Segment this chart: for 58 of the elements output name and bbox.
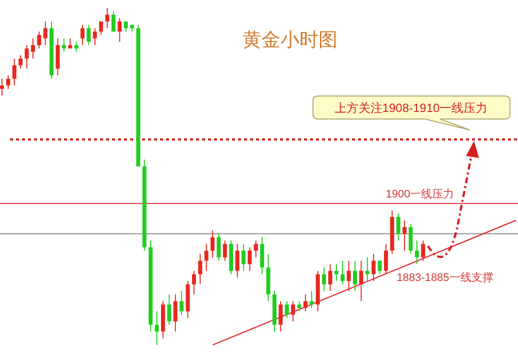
candlestick <box>18 54 23 70</box>
candlestick <box>322 266 326 292</box>
candlestick <box>80 24 85 46</box>
candlestick <box>118 18 122 42</box>
candlestick <box>111 10 116 32</box>
candlestick <box>414 240 419 265</box>
candlestick <box>278 300 283 332</box>
candlestick <box>180 290 184 316</box>
candlestick <box>167 294 172 326</box>
candlestick <box>105 8 110 29</box>
candlestick <box>421 240 426 262</box>
annotation: 上方关注1908-1910一线压力 <box>334 101 488 115</box>
candlestick <box>92 28 97 46</box>
candlestick <box>378 260 382 275</box>
candlestick <box>242 243 246 272</box>
candlestick <box>68 38 72 49</box>
candlestick <box>254 240 258 258</box>
candlestick <box>396 213 400 242</box>
candlestick <box>352 260 357 292</box>
candlestick <box>12 58 16 86</box>
candlestick <box>284 300 289 319</box>
candlestick <box>99 20 104 36</box>
candlestick <box>154 310 159 346</box>
candlestick <box>222 240 227 262</box>
candlestick <box>402 220 407 252</box>
candlestick <box>6 74 10 90</box>
candlestick <box>297 300 302 312</box>
candlestick <box>248 246 252 272</box>
candlestick <box>303 294 308 312</box>
candlestick <box>198 254 202 285</box>
candlestick <box>74 41 78 52</box>
candlestick <box>173 294 178 332</box>
candlestick <box>0 78 4 96</box>
candlestick <box>260 236 264 275</box>
candlestick <box>291 300 296 322</box>
candlestick <box>86 24 91 46</box>
candlestick <box>408 223 413 255</box>
candlestick <box>30 38 35 60</box>
candlestick <box>204 243 208 272</box>
candlestick <box>346 260 351 292</box>
candlestick <box>37 31 42 49</box>
candlestick <box>359 260 364 302</box>
candlestick <box>24 44 29 70</box>
candlestick <box>43 20 48 46</box>
candlestick <box>210 230 215 258</box>
candlestick <box>192 270 196 295</box>
candlestick <box>235 243 240 278</box>
candlestick <box>56 38 60 76</box>
candlestick <box>310 290 314 308</box>
candlestick <box>216 233 221 262</box>
text: 黄金小时图 <box>242 30 338 51</box>
candlestick <box>372 254 376 282</box>
candlestick <box>62 38 66 52</box>
candlestick <box>328 264 332 292</box>
annotation: 1883-1885一线支撑 <box>396 271 494 284</box>
candlestick <box>340 260 345 285</box>
ref-line-label: 1900一线压力 <box>386 187 454 200</box>
candlestick <box>384 243 388 275</box>
